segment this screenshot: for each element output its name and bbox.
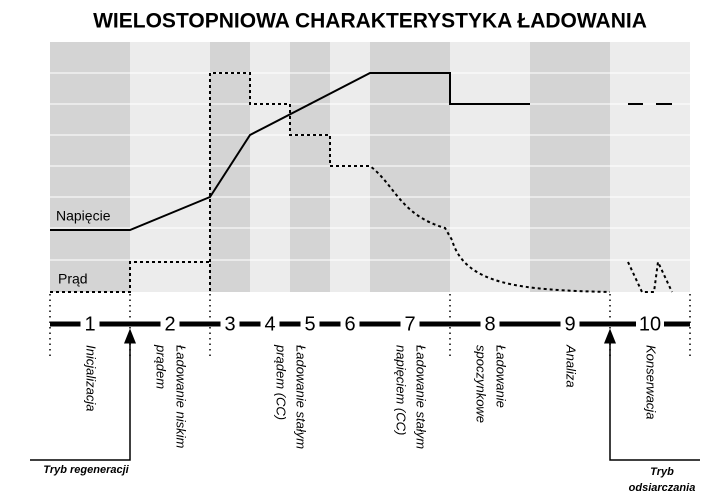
current-curve <box>50 72 611 293</box>
stage-label: Konserwacja <box>644 345 659 419</box>
current-pulses <box>627 258 673 293</box>
stage-label: Ładowanie <box>494 345 509 408</box>
regeneration-arrow <box>30 328 136 461</box>
stage-band <box>450 42 530 292</box>
desulfation-arrow <box>604 328 700 461</box>
stage-label: spoczynkowe <box>474 345 489 423</box>
stage-band <box>130 42 210 292</box>
current-label: Prąd <box>58 271 88 287</box>
mode-label: Tryb regeneracji <box>43 464 129 476</box>
stage-band <box>370 42 450 292</box>
stage-number: 4 <box>264 313 275 335</box>
mode-label: odsiarczania <box>629 482 696 494</box>
stage-band <box>530 42 610 292</box>
grid <box>50 72 690 261</box>
stage-label: Analiza <box>564 344 579 388</box>
stage-number: 7 <box>404 313 415 335</box>
stage-label: Ładowanie stałym <box>294 345 309 449</box>
stage-number: 6 <box>344 313 355 335</box>
stage-band <box>610 42 690 292</box>
stage-label: Inicjalizacja <box>84 345 99 411</box>
stage-number: 5 <box>304 313 315 335</box>
stage-labels: Inicjalizacja Ładowanie niskim prądem Ładow… <box>84 344 659 449</box>
stage-label: prądem (CC) <box>274 344 289 420</box>
stage-number: 3 <box>224 313 235 335</box>
stage-label: napięciem (CC) <box>394 345 409 435</box>
voltage-label: Napięcie <box>56 208 111 224</box>
stage-label: prądem <box>154 344 169 389</box>
stage-label: Ładowanie stałym <box>414 345 429 449</box>
stage-number: 8 <box>484 313 495 335</box>
stage-number: 2 <box>164 313 175 335</box>
stage-band <box>250 42 290 292</box>
stage-label: Ładowanie niskim <box>174 345 189 449</box>
stage-number: 10 <box>639 313 661 335</box>
stage-band <box>290 42 330 292</box>
voltage-curve <box>50 72 530 231</box>
stage-bands <box>50 42 690 292</box>
mode-label: Tryb <box>650 466 674 478</box>
stage-band <box>50 42 130 292</box>
title: WIELOSTOPNIOWA CHARAKTERYSTYKA ŁADOWANIA <box>93 10 647 33</box>
stage-number: 9 <box>564 313 575 335</box>
stage-number: 1 <box>84 313 95 335</box>
stage-axis: 1 2 3 4 5 6 7 8 9 10 <box>49 294 691 356</box>
